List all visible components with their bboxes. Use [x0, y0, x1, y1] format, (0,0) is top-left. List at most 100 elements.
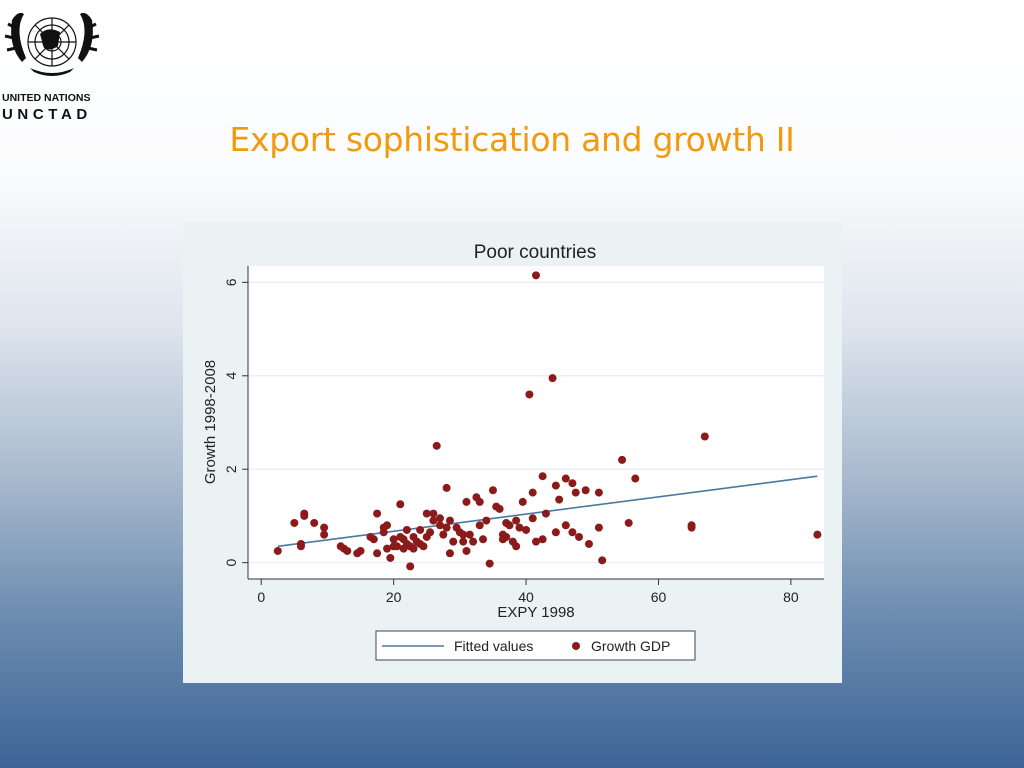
growth-gdp-point — [389, 535, 398, 544]
growth-gdp-point — [505, 521, 514, 530]
growth-gdp-point — [445, 549, 454, 558]
growth-gdp-point — [515, 523, 524, 532]
growth-gdp-point — [495, 504, 504, 513]
growth-gdp-point — [273, 546, 282, 555]
growth-gdp-point — [475, 521, 484, 530]
growth-gdp-point — [561, 521, 570, 530]
growth-gdp-point — [402, 525, 411, 534]
logo-line1: UNITED NATIONS — [2, 92, 90, 104]
growth-gdp-point — [300, 511, 309, 520]
growth-gdp-point — [584, 539, 593, 548]
legend-growth-label: Growth GDP — [591, 638, 670, 654]
growth-gdp-point — [561, 474, 570, 483]
growth-gdp-point — [396, 500, 405, 509]
growth-gdp-point — [383, 521, 392, 530]
growth-gdp-point — [541, 509, 550, 518]
growth-gdp-point — [575, 532, 584, 541]
growth-gdp-point — [551, 528, 560, 537]
growth-gdp-point — [383, 544, 392, 553]
growth-gdp-point — [551, 481, 560, 490]
growth-gdp-point — [482, 516, 491, 525]
growth-gdp-point — [373, 549, 382, 558]
growth-gdp-point — [479, 535, 488, 544]
growth-gdp-point — [538, 535, 547, 544]
growth-gdp-point — [416, 525, 425, 534]
growth-gdp-point — [406, 562, 415, 571]
x-tick-label: 80 — [783, 589, 799, 605]
growth-gdp-point — [392, 542, 401, 551]
y-axis-label: Growth 1998-2008 — [202, 360, 219, 484]
growth-gdp-point — [631, 474, 640, 483]
chart-title: Poor countries — [474, 242, 597, 263]
x-tick-label: 0 — [257, 589, 265, 605]
legend-growth-marker — [572, 642, 580, 650]
growth-gdp-point — [386, 553, 395, 562]
growth-gdp-point — [442, 483, 451, 492]
growth-gdp-point — [700, 432, 709, 441]
growth-gdp-point — [310, 518, 319, 527]
growth-gdp-point — [488, 486, 497, 495]
growth-gdp-point — [528, 488, 537, 497]
growth-gdp-point — [422, 509, 431, 518]
growth-gdp-point — [459, 530, 468, 539]
legend-fitted-label: Fitted values — [454, 638, 533, 654]
growth-gdp-point — [581, 486, 590, 495]
growth-gdp-point — [369, 535, 378, 544]
slide-title: Export sophistication and growth II — [229, 120, 795, 159]
chart-panel: 0 2 4 6 0 20 40 60 80 Poor countries EXPY 1998 G… — [183, 222, 842, 683]
growth-gdp-point — [555, 495, 564, 504]
growth-gdp-point — [624, 518, 633, 527]
growth-gdp-point — [462, 497, 471, 506]
growth-gdp-point — [568, 528, 577, 537]
growth-gdp-point — [512, 516, 521, 525]
growth-gdp-point — [409, 544, 418, 553]
growth-gdp-point — [436, 514, 444, 523]
growth-gdp-point — [571, 488, 580, 497]
growth-gdp-point — [522, 525, 531, 534]
growth-gdp-point — [813, 530, 822, 539]
x-tick-label: 20 — [386, 589, 402, 605]
growth-gdp-point — [618, 455, 627, 464]
growth-gdp-point — [459, 537, 468, 546]
growth-gdp-point — [320, 523, 329, 532]
x-tick-label: 60 — [651, 589, 667, 605]
growth-gdp-point — [419, 542, 428, 551]
growth-gdp-point — [532, 537, 540, 546]
growth-gdp-point — [475, 497, 484, 506]
growth-gdp-point — [538, 472, 547, 481]
x-axis-label: EXPY 1998 — [497, 604, 574, 621]
growth-gdp-point — [432, 441, 441, 450]
growth-gdp-point — [373, 509, 382, 518]
y-tick-label: 2 — [223, 465, 239, 473]
growth-gdp-point — [485, 559, 494, 568]
y-tick-label: 6 — [223, 278, 239, 286]
growth-gdp-point — [528, 514, 537, 523]
y-tick-label: 4 — [223, 372, 239, 380]
growth-gdp-point — [426, 528, 435, 537]
plot-area — [248, 266, 824, 579]
growth-gdp-point — [594, 488, 603, 497]
growth-gdp-point — [290, 518, 299, 527]
growth-gdp-point — [502, 532, 511, 541]
growth-gdp-point — [687, 523, 696, 532]
growth-gdp-point — [512, 542, 521, 551]
growth-gdp-point — [548, 374, 557, 383]
growth-gdp-point — [598, 556, 607, 565]
growth-gdp-point — [320, 530, 329, 539]
growth-gdp-point — [439, 530, 448, 539]
growth-gdp-point — [436, 521, 444, 530]
growth-gdp-point — [429, 516, 438, 525]
logo-line2: UNCTAD — [2, 106, 92, 123]
growth-gdp-point — [594, 523, 603, 532]
growth-gdp-point — [532, 271, 540, 280]
un-unctad-logo: UNITED NATIONS UNCTAD — [2, 12, 100, 123]
growth-gdp-point — [449, 537, 458, 546]
growth-gdp-point — [525, 390, 534, 399]
growth-gdp-point — [296, 542, 305, 551]
y-tick-label: 0 — [223, 559, 239, 567]
legend: Fitted values Growth GDP — [375, 630, 696, 661]
x-tick-label: 40 — [518, 589, 534, 605]
growth-gdp-point — [462, 546, 471, 555]
growth-gdp-point — [465, 530, 474, 539]
